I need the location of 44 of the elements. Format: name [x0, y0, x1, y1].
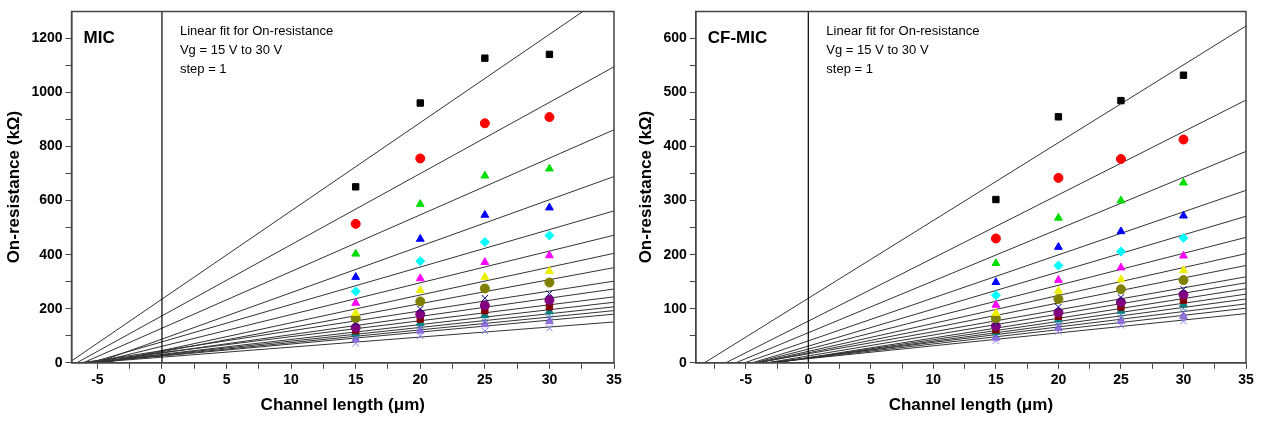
x-tick-label: -5 — [91, 371, 104, 388]
x-tick-label: 35 — [1238, 371, 1254, 388]
y-tick-label: 0 — [54, 353, 63, 370]
x-axis-title: Channel length (μm) — [260, 395, 425, 415]
y-tick-label: 100 — [663, 299, 687, 316]
y-tick-label: 200 — [663, 245, 687, 262]
annotation: Linear fit for On-resistance — [179, 23, 334, 39]
text: CF-MIC — [707, 27, 768, 47]
text: MIC — [83, 27, 115, 47]
x-tick-label: 30 — [541, 371, 558, 388]
y-tick-label: 200 — [39, 299, 63, 316]
annotation: step = 1 — [826, 61, 873, 77]
x-tick-label: 0 — [158, 371, 167, 388]
x-tick-label: 0 — [804, 371, 813, 388]
x-tick-label: 20 — [1050, 371, 1067, 388]
x-tick-label: 25 — [1113, 371, 1129, 388]
x-tick-label: 5 — [866, 371, 875, 388]
x-tick-label: 30 — [1175, 371, 1192, 388]
y-tick-label: 1200 — [31, 29, 63, 46]
x-tick-label: -5 — [739, 371, 753, 388]
x-tick-label: 5 — [222, 371, 231, 388]
annotation: Vg = 15 V to 30 V — [179, 42, 283, 58]
annotation: Linear fit for On-resistance — [826, 23, 980, 39]
y-tick-label: 300 — [663, 191, 687, 208]
x-tick-label: 10 — [283, 371, 300, 388]
x-tick-label: 35 — [606, 371, 622, 388]
x-tick-label: 25 — [477, 371, 493, 388]
x-axis-title: Channel length (μm) — [888, 395, 1054, 415]
y-tick-label: 600 — [39, 191, 63, 208]
y-tick-label: 400 — [39, 245, 63, 262]
y-tick-label: 1000 — [31, 83, 63, 100]
y-axis-title: On-resistance (kΩ) — [635, 110, 655, 264]
y-tick-label: 600 — [663, 29, 687, 46]
x-tick-label: 15 — [988, 371, 1004, 388]
x-tick-label: 20 — [412, 371, 429, 388]
y-tick-label: 400 — [663, 137, 687, 154]
x-tick-label: 10 — [925, 371, 942, 388]
y-tick-label: 500 — [663, 83, 687, 100]
y-tick-label: 0 — [678, 353, 687, 370]
y-axis-title: On-resistance (kΩ) — [3, 110, 23, 264]
y-tick-label: 800 — [39, 137, 63, 154]
x-tick-label: 15 — [347, 371, 364, 388]
annotation: Vg = 15 V to 30 V — [826, 42, 929, 58]
annotation: step = 1 — [179, 61, 227, 77]
